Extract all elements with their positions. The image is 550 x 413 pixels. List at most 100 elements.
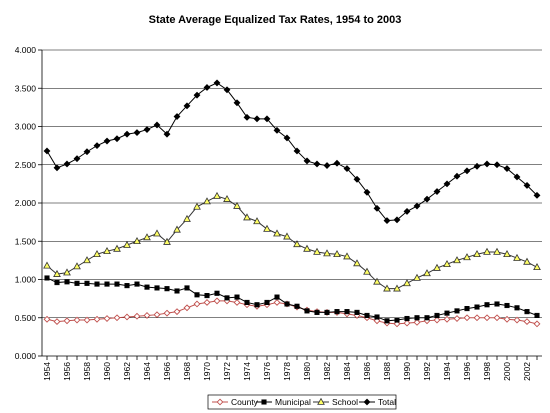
series-school: [43, 191, 541, 292]
data-point-municipal: [354, 309, 360, 315]
data-point-school: [303, 244, 311, 252]
data-point-municipal: [114, 281, 120, 287]
x-tick-label: 1962: [122, 362, 132, 381]
data-point-total: [143, 126, 151, 133]
data-point-municipal: [504, 302, 510, 309]
data-point-municipal: [294, 303, 300, 309]
data-point-school: [293, 240, 301, 248]
data-point-total: [523, 181, 531, 189]
legend-label-total: Total: [378, 397, 396, 407]
data-point-school: [243, 213, 251, 221]
x-tick-label: 2002: [522, 362, 532, 381]
data-point-municipal: [164, 286, 170, 292]
data-point-municipal: [214, 290, 220, 296]
data-point-school: [133, 237, 141, 245]
data-point-total: [533, 191, 541, 199]
data-point-municipal: [234, 294, 240, 300]
data-point-total: [93, 142, 101, 150]
x-tick-label: 1994: [442, 362, 452, 381]
data-point-total: [103, 137, 111, 145]
data-point-total: [283, 134, 291, 142]
data-point-municipal: [64, 279, 70, 285]
series-municipal: [44, 275, 540, 324]
data-point-total: [363, 188, 371, 196]
data-point-school: [163, 237, 171, 245]
data-point-school: [403, 279, 411, 287]
data-point-total: [393, 216, 401, 224]
data-point-county: [213, 297, 221, 305]
data-point-total: [213, 79, 221, 87]
x-tick-label: 1998: [482, 362, 492, 381]
data-point-municipal: [184, 285, 190, 291]
data-point-school: [153, 229, 161, 237]
data-point-municipal: [284, 301, 290, 307]
data-point-county: [183, 304, 191, 312]
legend-box: [207, 394, 397, 410]
x-tick-label: 1964: [142, 362, 152, 381]
x-tick-label: 1988: [382, 362, 392, 381]
data-point-total: [333, 159, 341, 167]
legend-label-municipal: Municipal: [275, 397, 311, 407]
data-point-municipal: [454, 308, 460, 314]
data-point-municipal: [424, 315, 430, 321]
x-tick-label: 1966: [162, 362, 172, 381]
data-point-total: [273, 126, 281, 134]
x-tick-label: 1960: [102, 362, 112, 381]
data-point-municipal: [394, 317, 400, 323]
data-point-total: [183, 102, 191, 110]
data-point-total: [163, 130, 171, 138]
data-point-county: [133, 312, 141, 320]
data-point-total: [403, 207, 411, 215]
data-point-school: [333, 250, 341, 258]
data-point-municipal: [434, 312, 440, 319]
data-point-total: [423, 195, 431, 203]
data-point-total: [383, 217, 391, 225]
data-point-school: [273, 229, 281, 237]
data-point-county: [103, 315, 111, 322]
data-point-county: [153, 311, 161, 319]
axes: 0.000 0.500 1.000 1.500 2.000 2.500 3.000 3.500…: [15, 45, 542, 381]
series-county: [43, 297, 541, 328]
data-point-school: [373, 277, 381, 285]
x-tick-label: 1954: [42, 362, 52, 381]
data-point-school: [283, 232, 291, 240]
legend-item-total: Total: [359, 397, 396, 407]
data-point-municipal: [444, 310, 450, 316]
data-point-county: [403, 319, 411, 327]
data-point-municipal: [174, 288, 180, 294]
data-point-total: [193, 91, 201, 99]
data-point-school: [263, 224, 271, 232]
data-point-school: [443, 259, 451, 268]
x-tick-label: 1978: [282, 362, 292, 381]
data-point-county: [503, 315, 511, 323]
data-point-municipal: [464, 306, 470, 312]
x-tick-label: 1974: [242, 362, 252, 381]
data-point-total: [473, 162, 481, 170]
data-point-municipal: [384, 318, 390, 324]
data-point-municipal: [524, 309, 530, 315]
x-tick-label: 1968: [182, 362, 192, 381]
legend-marker-county: [216, 398, 224, 406]
series-line-school: [46, 195, 538, 290]
data-point-municipal: [54, 280, 60, 286]
data-point-total: [63, 160, 71, 168]
data-point-school: [393, 284, 401, 292]
y-tick-label: 0.500: [15, 313, 37, 323]
data-point-total: [433, 188, 441, 195]
data-point-municipal: [364, 312, 370, 319]
data-point-total: [353, 175, 361, 183]
data-point-school: [113, 244, 121, 252]
data-point-municipal: [44, 275, 50, 281]
legend-marker-total: [363, 398, 371, 406]
data-point-school: [383, 284, 391, 292]
data-point-school: [463, 253, 471, 261]
y-tick-label: 4.000: [15, 45, 37, 55]
data-point-county: [473, 314, 481, 322]
data-point-total: [133, 129, 141, 137]
series-total: [43, 79, 541, 225]
x-tick-label: 1980: [302, 362, 312, 381]
data-point-municipal: [254, 302, 260, 308]
data-point-municipal: [144, 284, 150, 290]
data-point-school: [123, 240, 131, 248]
